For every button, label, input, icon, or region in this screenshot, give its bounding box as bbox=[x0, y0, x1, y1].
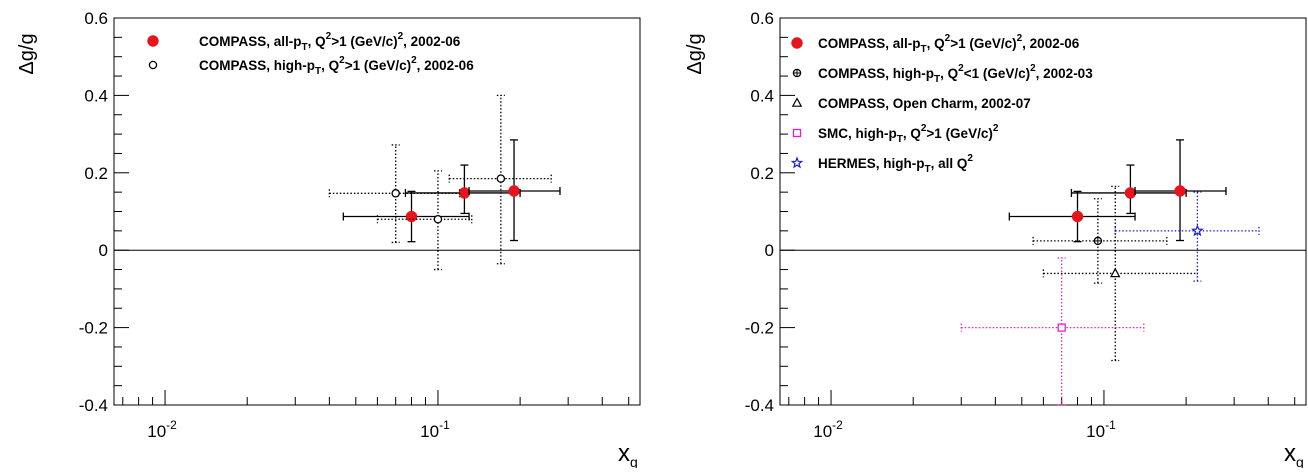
legend-marker bbox=[791, 37, 803, 49]
data-point bbox=[1093, 236, 1103, 246]
series-2 bbox=[328, 94, 552, 271]
y-axis-label: Δg/g bbox=[16, 33, 38, 74]
data-point bbox=[496, 174, 506, 183]
legend-marker bbox=[792, 128, 802, 138]
legend-entry-2: COMPASS, high-pT, Q2>1 (GeV/c)2, 2002-06 bbox=[148, 55, 474, 77]
legend-entry-4: SMC, high-pT, Q2>1 (GeV/c)2 bbox=[792, 123, 999, 145]
series-3 bbox=[1042, 185, 1199, 362]
plot-frame bbox=[113, 17, 641, 406]
legend-label: COMPASS, all-pT, Q2>1 (GeV/c)2, 2002-06 bbox=[199, 31, 461, 53]
data-point bbox=[1071, 210, 1084, 223]
legend-marker bbox=[791, 97, 803, 107]
y-tick-label: -0.2 bbox=[79, 319, 108, 338]
series-1 bbox=[1008, 139, 1227, 243]
y-tick-label: 0.6 bbox=[750, 9, 774, 28]
data-point bbox=[508, 185, 520, 197]
legend-label: HERMES, high-pT, all Q2 bbox=[818, 153, 973, 175]
data-point bbox=[458, 187, 471, 199]
series-2 bbox=[1032, 198, 1168, 284]
x-tick-label: 10-2 bbox=[147, 418, 177, 441]
y-tick-label: 0.2 bbox=[750, 164, 774, 183]
legend-label: COMPASS, all-pT, Q2>1 (GeV/c)2, 2002-06 bbox=[818, 33, 1080, 55]
legend-entry-5: HERMES, high-pT, all Q2 bbox=[790, 153, 973, 175]
y-tick-label: 0 bbox=[765, 241, 774, 260]
legend-entry-3: COMPASS, Open Charm, 2002-07 bbox=[791, 96, 1031, 111]
chart-panel-1: -0.4 -0.2 0 0.2 0.4 0.6 10-2 10-1 Δg/g xg COMPASS,… bbox=[16, 9, 641, 470]
data-point bbox=[391, 189, 400, 198]
legend-marker bbox=[790, 156, 804, 169]
y-tick-label: 0 bbox=[99, 241, 108, 260]
chart-panel-2: -0.4 -0.2 0 0.2 0.4 0.6 10-2 10-1 Δg/g xg COMPASS,… bbox=[684, 9, 1307, 470]
y-tick-label: -0.4 bbox=[745, 396, 774, 415]
data-point bbox=[433, 214, 443, 224]
legend-label: COMPASS, high-pT, Q2<1 (GeV/c)2, 2002-03 bbox=[818, 63, 1093, 85]
series-5 bbox=[1114, 191, 1260, 282]
x-axis-label: xg bbox=[618, 440, 638, 468]
legend-marker bbox=[147, 35, 159, 47]
data-point bbox=[1057, 323, 1066, 332]
y-tick-label: 0.4 bbox=[750, 86, 774, 105]
y-axis-label: Δg/g bbox=[684, 33, 706, 74]
legend-label: COMPASS, Open Charm, 2002-07 bbox=[818, 96, 1031, 111]
legend-label: COMPASS, high-pT, Q2>1 (GeV/c)2, 2002-06 bbox=[199, 55, 474, 77]
data-point bbox=[1124, 187, 1137, 199]
legend-marker bbox=[148, 60, 158, 70]
x-tick-label: 10-1 bbox=[1086, 418, 1116, 441]
y-tick-label: 0.4 bbox=[84, 86, 108, 105]
legend-label: SMC, high-pT, Q2>1 (GeV/c)2 bbox=[818, 123, 999, 145]
data-point bbox=[1191, 224, 1204, 237]
legend-entry-1: COMPASS, all-pT, Q2>1 (GeV/c)2, 2002-06 bbox=[147, 31, 461, 53]
y-tick-label: 0.6 bbox=[84, 9, 108, 28]
series-4 bbox=[960, 257, 1145, 406]
legend-marker bbox=[792, 68, 802, 78]
data-point bbox=[1110, 267, 1121, 278]
x-tick-label: 10-1 bbox=[420, 418, 450, 441]
legend-entry-1: COMPASS, all-pT, Q2>1 (GeV/c)2, 2002-06 bbox=[791, 33, 1080, 55]
legend-entry-2: COMPASS, high-pT, Q2<1 (GeV/c)2, 2002-03 bbox=[792, 63, 1093, 85]
series-1 bbox=[342, 139, 561, 243]
x-axis-label: xg bbox=[1284, 440, 1304, 468]
y-tick-label: 0.2 bbox=[84, 164, 108, 183]
x-tick-label: 10-2 bbox=[813, 418, 843, 441]
data-point bbox=[1174, 185, 1186, 197]
y-tick-label: -0.2 bbox=[745, 319, 774, 338]
data-point bbox=[405, 210, 418, 223]
y-tick-label: -0.4 bbox=[79, 396, 108, 415]
